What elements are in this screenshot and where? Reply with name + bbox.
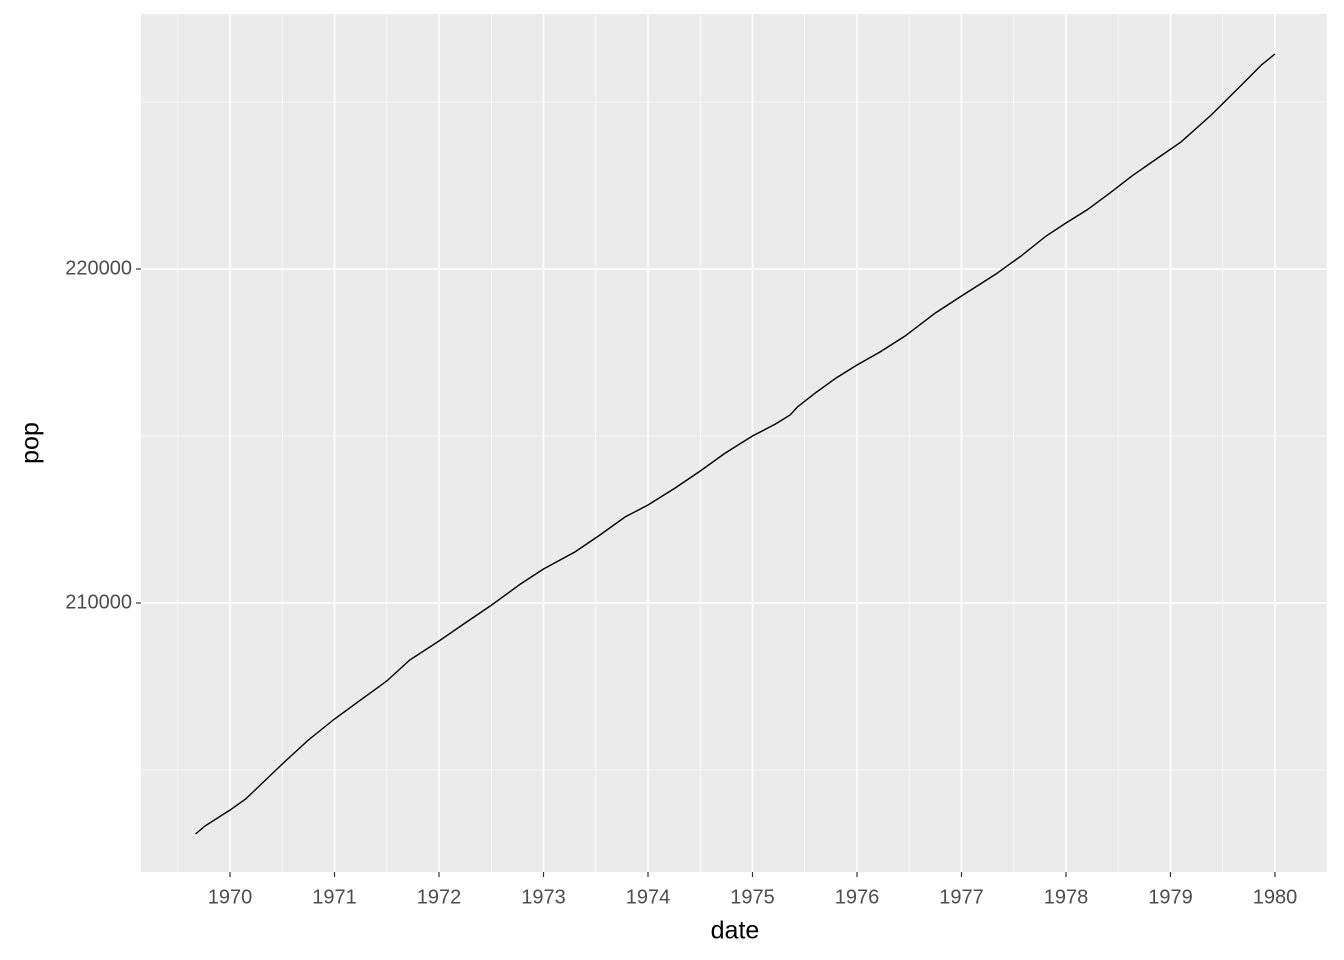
- x-tick-label: 1970: [208, 886, 253, 908]
- y-tick-label: 210000: [65, 591, 132, 613]
- x-tick-label: 1977: [939, 886, 984, 908]
- x-tick-label: 1971: [312, 886, 357, 908]
- panel: [141, 14, 1327, 872]
- y-axis-title: pop: [17, 422, 45, 464]
- x-tick-label: 1974: [626, 886, 671, 908]
- x-tick-label: 1980: [1253, 886, 1298, 908]
- x-tick-label: 1976: [835, 886, 880, 908]
- x-tick-label: 1973: [521, 886, 566, 908]
- x-tick-label: 1975: [730, 886, 775, 908]
- line: [195, 53, 1276, 835]
- y-tick-label: 220000: [65, 257, 132, 279]
- x-tick-label: 1979: [1148, 886, 1193, 908]
- x-axis-title: date: [711, 917, 760, 945]
- x-tick-label: 1972: [417, 886, 462, 908]
- x-tick-label: 1978: [1044, 886, 1089, 908]
